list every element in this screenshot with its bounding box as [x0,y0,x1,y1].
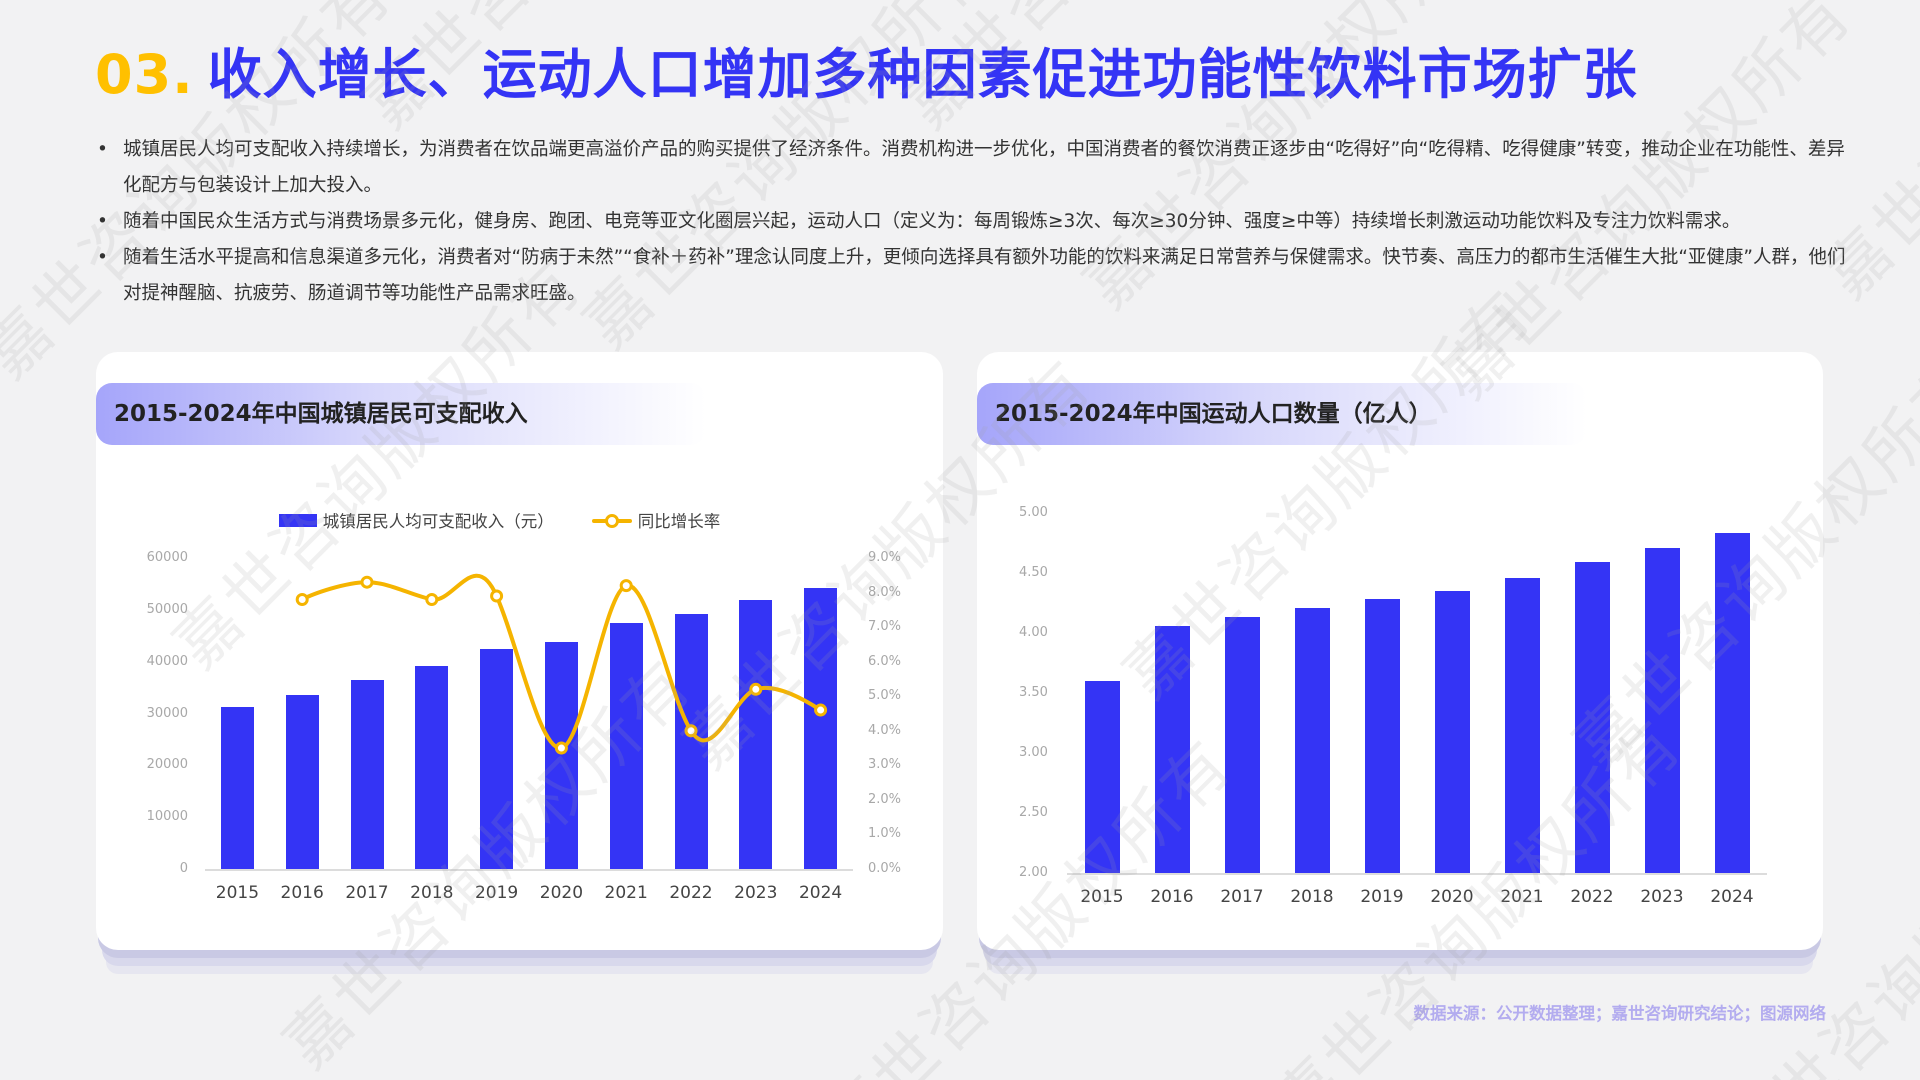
y-axis-left-tick: 30000 [146,705,188,721]
growth-rate-marker [295,592,309,606]
sports-population-bar [1644,547,1680,873]
x-axis-tick: 2024 [798,883,843,903]
x-axis-tick: 2020 [1430,887,1474,907]
growth-rate-marker [360,575,374,589]
sports-population-bar [1294,607,1330,873]
y-axis-tick: 2.00 [1019,865,1048,880]
y-axis-left-tick: 10000 [146,809,188,825]
income-bar [804,588,838,869]
chart-title: 2015-2024年中国城镇居民可支配收入 [96,383,706,445]
income-bar [350,680,384,869]
income-chart-card: 2015-2024年中国城镇居民可支配收入 城镇居民人均可支配收入（元） 同比增… [96,352,943,950]
x-axis-tick: 2021 [1500,887,1544,907]
sports-population-bar [1224,617,1260,873]
growth-rate-marker [619,579,633,593]
x-axis-tick: 2021 [604,883,648,903]
x-axis-tick: 2015 [1080,887,1124,907]
income-bar [415,665,449,869]
line-marker-swatch-icon [591,513,632,528]
y-axis-right-tick: 9.0% [868,550,902,565]
y-axis-tick: 5.00 [1019,505,1048,520]
x-axis-tick: 2016 [280,883,324,903]
growth-rate-marker [749,682,763,696]
y-axis-right-tick: 8.0% [868,584,902,600]
growth-rate-marker [684,724,698,738]
x-axis-tick: 2017 [345,883,389,903]
y-axis-right-tick: 5.0% [868,688,902,704]
title-text: 收入增长、运动人口增加多种因素促进功能性饮料市场扩张 [207,43,1638,106]
sports-population-bar [1434,591,1470,873]
x-axis-tick: 2020 [539,883,584,903]
x-axis-tick: 2022 [669,883,713,903]
income-bar [544,641,578,869]
growth-rate-line [295,573,828,755]
page-title: 03. 收入增长、运动人口增加多种因素促进功能性饮料市场扩张 [95,30,1638,109]
x-axis-tick: 2018 [1290,887,1334,907]
y-axis-right-tick: 2.0% [868,791,902,807]
bullet-item: 城镇居民人均可支配收入持续增长，为消费者在饮品端更高溢价产品的购买提供了经济条件… [95,132,1855,204]
y-axis-right-tick: 0.0% [868,861,902,876]
x-axis-tick: 2023 [734,883,778,903]
y-axis-right-tick: 6.0% [868,653,902,669]
y-axis-tick: 3.00 [1019,745,1048,760]
legend-item-income: 城镇居民人均可支配收入（元） [278,508,554,532]
income-bar [609,623,643,869]
x-axis-tick: 2016 [1150,887,1194,907]
sports-population-bar [1504,577,1540,873]
growth-rate-marker [425,592,439,606]
income-bar [739,600,773,869]
income-plot-area: 0 10000 20000 30000 40000 50000 60000 0.0% 1.0% 2… [96,352,943,950]
data-source-note: 数据来源：公开数据整理；嘉世咨询研究结论；图源网络 [1413,1004,1827,1023]
y-axis-left-tick: 20000 [146,757,188,773]
bar-swatch-icon [278,513,317,527]
x-axis-tick: 2023 [1640,887,1684,907]
legend-label: 同比增长率 [637,512,721,531]
sports-population-bar [1154,625,1190,873]
x-axis-tick: 2019 [1360,887,1404,907]
sports-population-plot-area: 2.00 2.50 3.00 3.50 4.00 4.50 5.00 2015 2016 2017… [977,352,1823,950]
y-axis-tick: 4.50 [1019,565,1048,580]
sports-population-bar [1084,681,1120,873]
growth-rate-marker [554,741,568,755]
chart-title: 2015-2024年中国运动人口数量（亿人） [977,383,1587,445]
x-axis-tick: 2022 [1570,887,1614,907]
growth-rate-marker [814,703,828,717]
y-axis-right-tick: 3.0% [868,757,902,773]
income-bar [220,707,254,869]
x-axis-tick: 2017 [1220,887,1264,907]
bullet-list: 城镇居民人均可支配收入持续增长，为消费者在饮品端更高溢价产品的购买提供了经济条件… [95,132,1855,312]
x-axis-tick: 2015 [215,883,260,903]
y-axis-tick: 2.50 [1019,805,1048,820]
x-axis-tick: 2019 [474,883,519,903]
y-axis-right-tick: 1.0% [868,826,902,842]
y-axis-tick: 3.50 [1019,685,1048,700]
growth-rate-marker [490,589,504,603]
x-axis-tick: 2018 [410,883,454,903]
y-axis-tick: 4.00 [1019,625,1048,640]
y-axis-left-tick: 0 [179,861,188,876]
bullet-item: 随着生活水平提高和信息渠道多元化，消费者对“防病于未然”“食补＋药补”理念认同度… [95,240,1855,312]
sports-population-bar [1714,533,1750,873]
x-axis-line [1067,873,1767,875]
sports-population-chart-card: 2015-2024年中国运动人口数量（亿人） 2.00 2.50 3.00 3.50 4… [977,352,1823,950]
y-axis-left-tick: 60000 [146,550,188,565]
y-axis-left-tick: 40000 [146,653,188,669]
section-number: 03. [95,43,194,106]
legend-label: 城镇居民人均可支配收入（元） [322,512,554,531]
y-axis-right-tick: 4.0% [868,722,902,738]
y-axis-right-tick: 7.0% [868,619,902,635]
legend-item-growth: 同比增长率 [591,508,721,532]
chart-legend: 城镇居民人均可支配收入（元） 同比增长率 [96,508,943,532]
income-bar [480,649,514,869]
sports-population-bar [1574,562,1610,873]
x-axis-tick: 2024 [1710,887,1754,907]
y-axis-left-tick: 50000 [146,601,188,617]
bullet-item: 随着中国民众生活方式与消费场景多元化，健身房、跑团、电竞等亚文化圈层兴起，运动人… [95,204,1855,240]
sports-population-bar [1364,599,1400,873]
watermark-text: 嘉世咨询版权所有 [1910,225,1920,663]
x-axis-line [205,869,853,871]
income-bar [285,694,319,869]
